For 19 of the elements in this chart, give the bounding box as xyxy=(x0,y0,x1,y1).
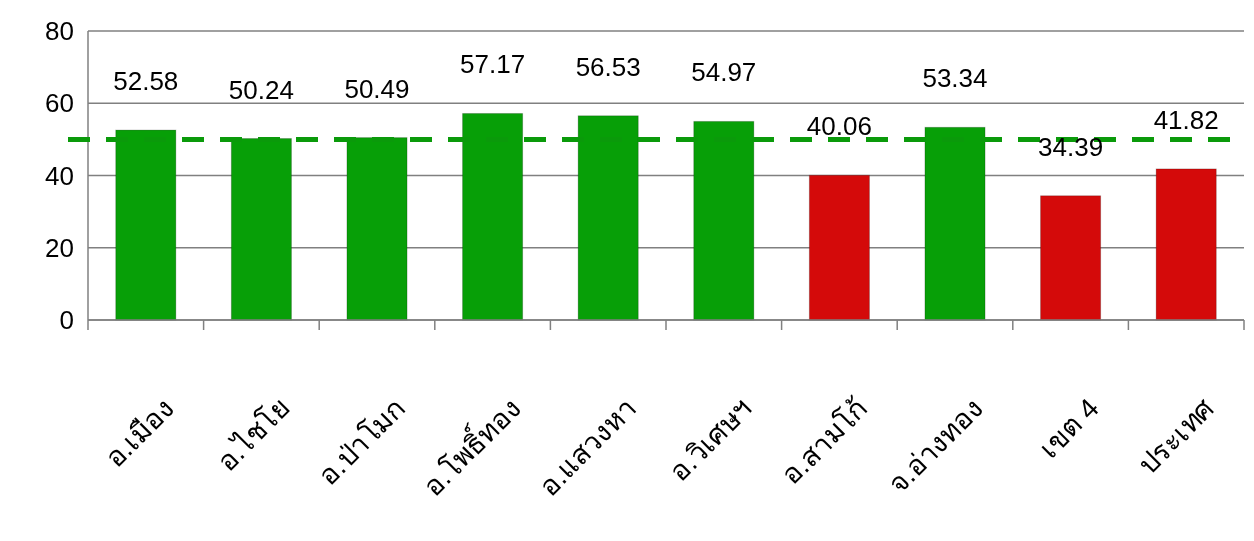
data-label: 50.24 xyxy=(228,74,294,105)
y-tick-label: 40 xyxy=(45,160,74,191)
x-tick-label: เขต 4 xyxy=(1033,392,1105,464)
data-label: 53.34 xyxy=(922,63,988,94)
y-tick-label: 20 xyxy=(45,232,74,263)
bar xyxy=(1155,168,1217,321)
data-label: 50.49 xyxy=(344,73,410,104)
y-tick-label: 0 xyxy=(59,305,74,336)
bar xyxy=(1040,195,1102,321)
y-tick-label: 60 xyxy=(45,88,74,119)
y-tick-label: 80 xyxy=(45,16,74,47)
data-label: 40.06 xyxy=(806,111,872,142)
data-label: 41.82 xyxy=(1153,104,1219,135)
data-label: 52.58 xyxy=(113,66,179,97)
data-label: 56.53 xyxy=(575,51,641,82)
data-label: 34.39 xyxy=(1038,131,1104,162)
data-label: 54.97 xyxy=(691,57,757,88)
bar xyxy=(808,174,870,321)
data-label: 57.17 xyxy=(460,49,526,80)
